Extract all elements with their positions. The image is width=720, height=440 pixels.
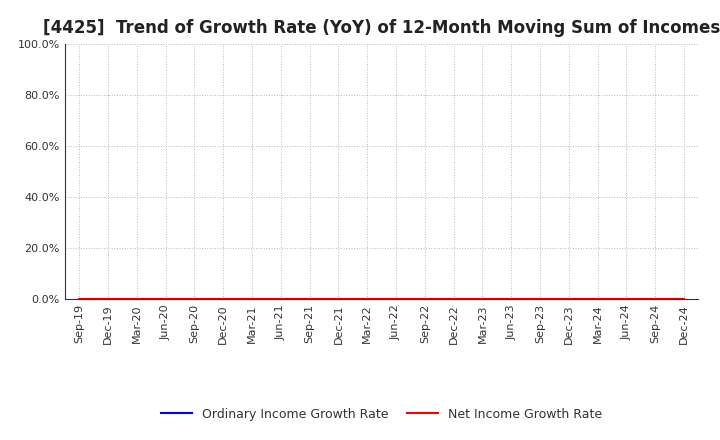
Title: [4425]  Trend of Growth Rate (YoY) of 12-Month Moving Sum of Incomes: [4425] Trend of Growth Rate (YoY) of 12-… [43,19,720,37]
Ordinary Income Growth Rate [363,297,372,302]
Ordinary Income Growth Rate [248,297,256,302]
Net Income Growth Rate [334,297,343,302]
Net Income Growth Rate [363,297,372,302]
Ordinary Income Growth Rate [536,297,544,302]
Net Income Growth Rate [305,297,314,302]
Ordinary Income Growth Rate [564,297,573,302]
Ordinary Income Growth Rate [449,297,458,302]
Net Income Growth Rate [651,297,660,302]
Ordinary Income Growth Rate [305,297,314,302]
Net Income Growth Rate [161,297,170,302]
Ordinary Income Growth Rate [75,297,84,302]
Net Income Growth Rate [478,297,487,302]
Net Income Growth Rate [276,297,285,302]
Ordinary Income Growth Rate [334,297,343,302]
Ordinary Income Growth Rate [420,297,429,302]
Net Income Growth Rate [104,297,112,302]
Net Income Growth Rate [75,297,84,302]
Ordinary Income Growth Rate [622,297,631,302]
Ordinary Income Growth Rate [132,297,141,302]
Net Income Growth Rate [564,297,573,302]
Net Income Growth Rate [248,297,256,302]
Net Income Growth Rate [536,297,544,302]
Ordinary Income Growth Rate [161,297,170,302]
Net Income Growth Rate [219,297,228,302]
Ordinary Income Growth Rate [104,297,112,302]
Net Income Growth Rate [420,297,429,302]
Net Income Growth Rate [190,297,199,302]
Ordinary Income Growth Rate [680,297,688,302]
Ordinary Income Growth Rate [593,297,602,302]
Ordinary Income Growth Rate [507,297,516,302]
Net Income Growth Rate [132,297,141,302]
Ordinary Income Growth Rate [651,297,660,302]
Net Income Growth Rate [622,297,631,302]
Net Income Growth Rate [680,297,688,302]
Legend: Ordinary Income Growth Rate, Net Income Growth Rate: Ordinary Income Growth Rate, Net Income … [156,403,608,425]
Ordinary Income Growth Rate [190,297,199,302]
Net Income Growth Rate [449,297,458,302]
Ordinary Income Growth Rate [478,297,487,302]
Net Income Growth Rate [392,297,400,302]
Net Income Growth Rate [593,297,602,302]
Ordinary Income Growth Rate [219,297,228,302]
Ordinary Income Growth Rate [276,297,285,302]
Net Income Growth Rate [507,297,516,302]
Ordinary Income Growth Rate [392,297,400,302]
